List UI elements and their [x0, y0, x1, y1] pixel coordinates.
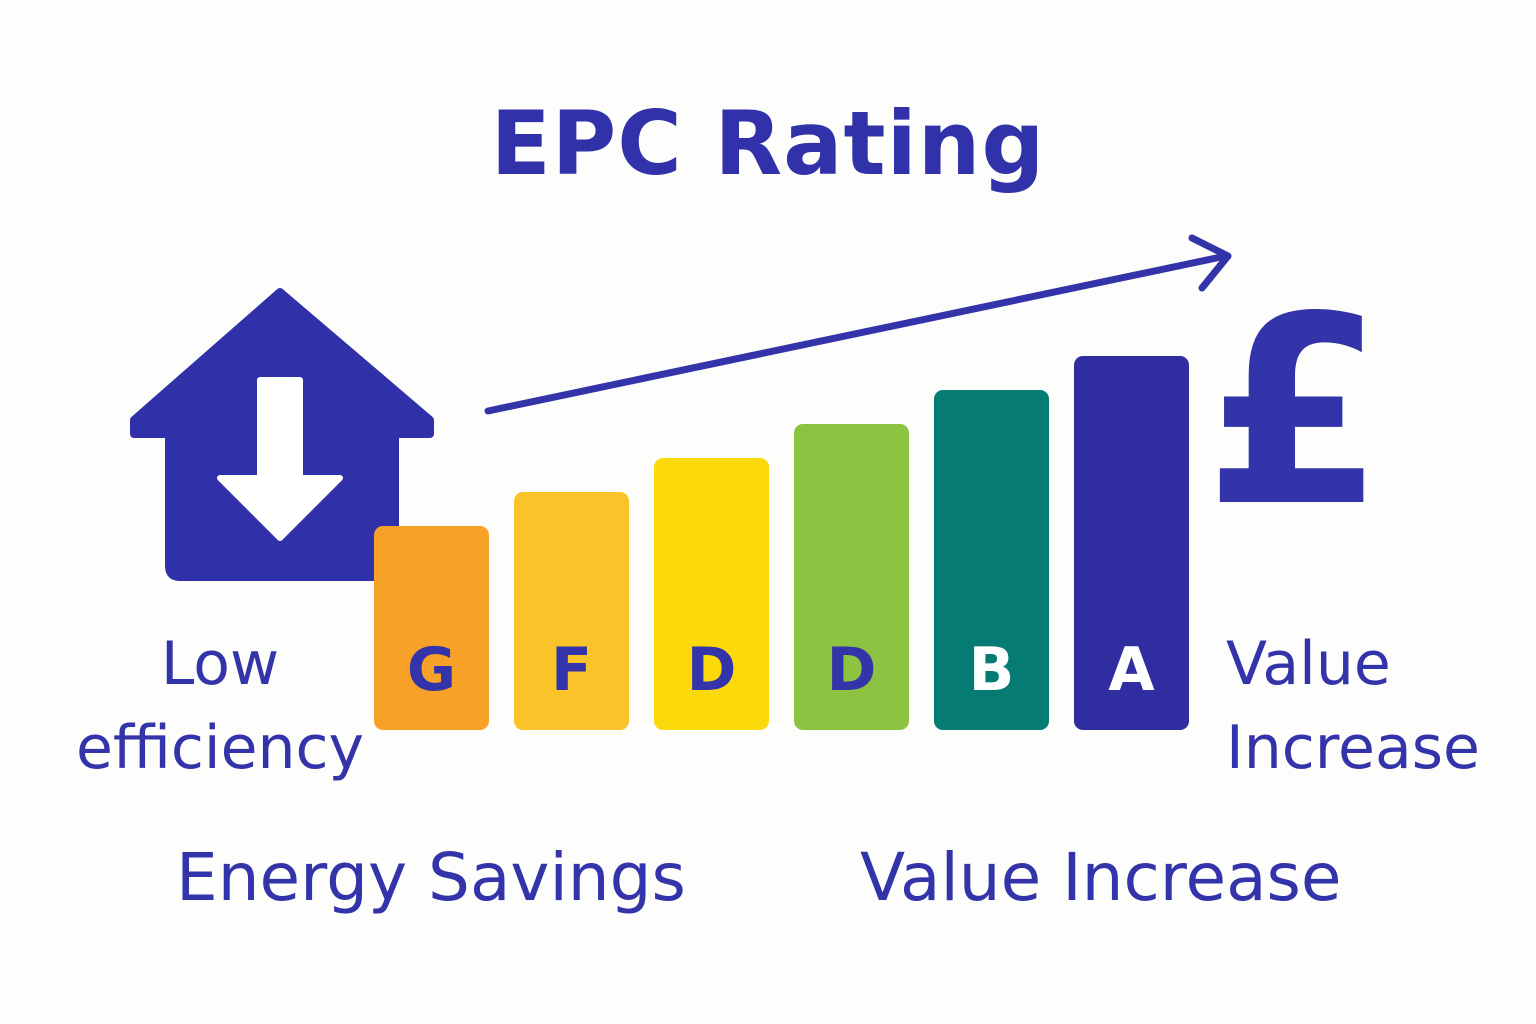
bar-g-1	[374, 526, 489, 730]
bar-label-d-3: D	[687, 635, 737, 705]
bar-a-6	[1074, 356, 1189, 730]
bar-f-2	[514, 492, 629, 730]
bar-label-a-6: A	[1108, 635, 1155, 705]
value-increase-side-label: Value Increase	[1226, 622, 1480, 790]
low-efficiency-line2: efficiency	[75, 713, 365, 783]
bar-d-4	[794, 424, 909, 730]
value-increase-line2: Increase	[1226, 713, 1480, 783]
low-efficiency-label: Low efficiency	[60, 622, 380, 790]
value-increase-line1: Value	[1226, 629, 1391, 699]
value-increase-label: Value Increase	[860, 839, 1342, 916]
page-title: EPC Rating	[490, 92, 1046, 195]
house-down-arrow-icon	[130, 288, 434, 581]
bar-b-5	[934, 390, 1049, 730]
energy-savings-label: Energy Savings	[176, 839, 686, 916]
bar-d-3	[654, 458, 769, 730]
bar-label-d-4: D	[827, 635, 877, 705]
low-efficiency-line1: Low	[160, 629, 280, 699]
bar-label-g-1: G	[407, 635, 456, 705]
bar-label-b-5: B	[969, 635, 1015, 705]
pound-sign-icon: £	[1204, 262, 1385, 564]
bar-label-f-2: F	[551, 635, 592, 705]
upward-trend-arrow-icon	[484, 234, 1232, 415]
